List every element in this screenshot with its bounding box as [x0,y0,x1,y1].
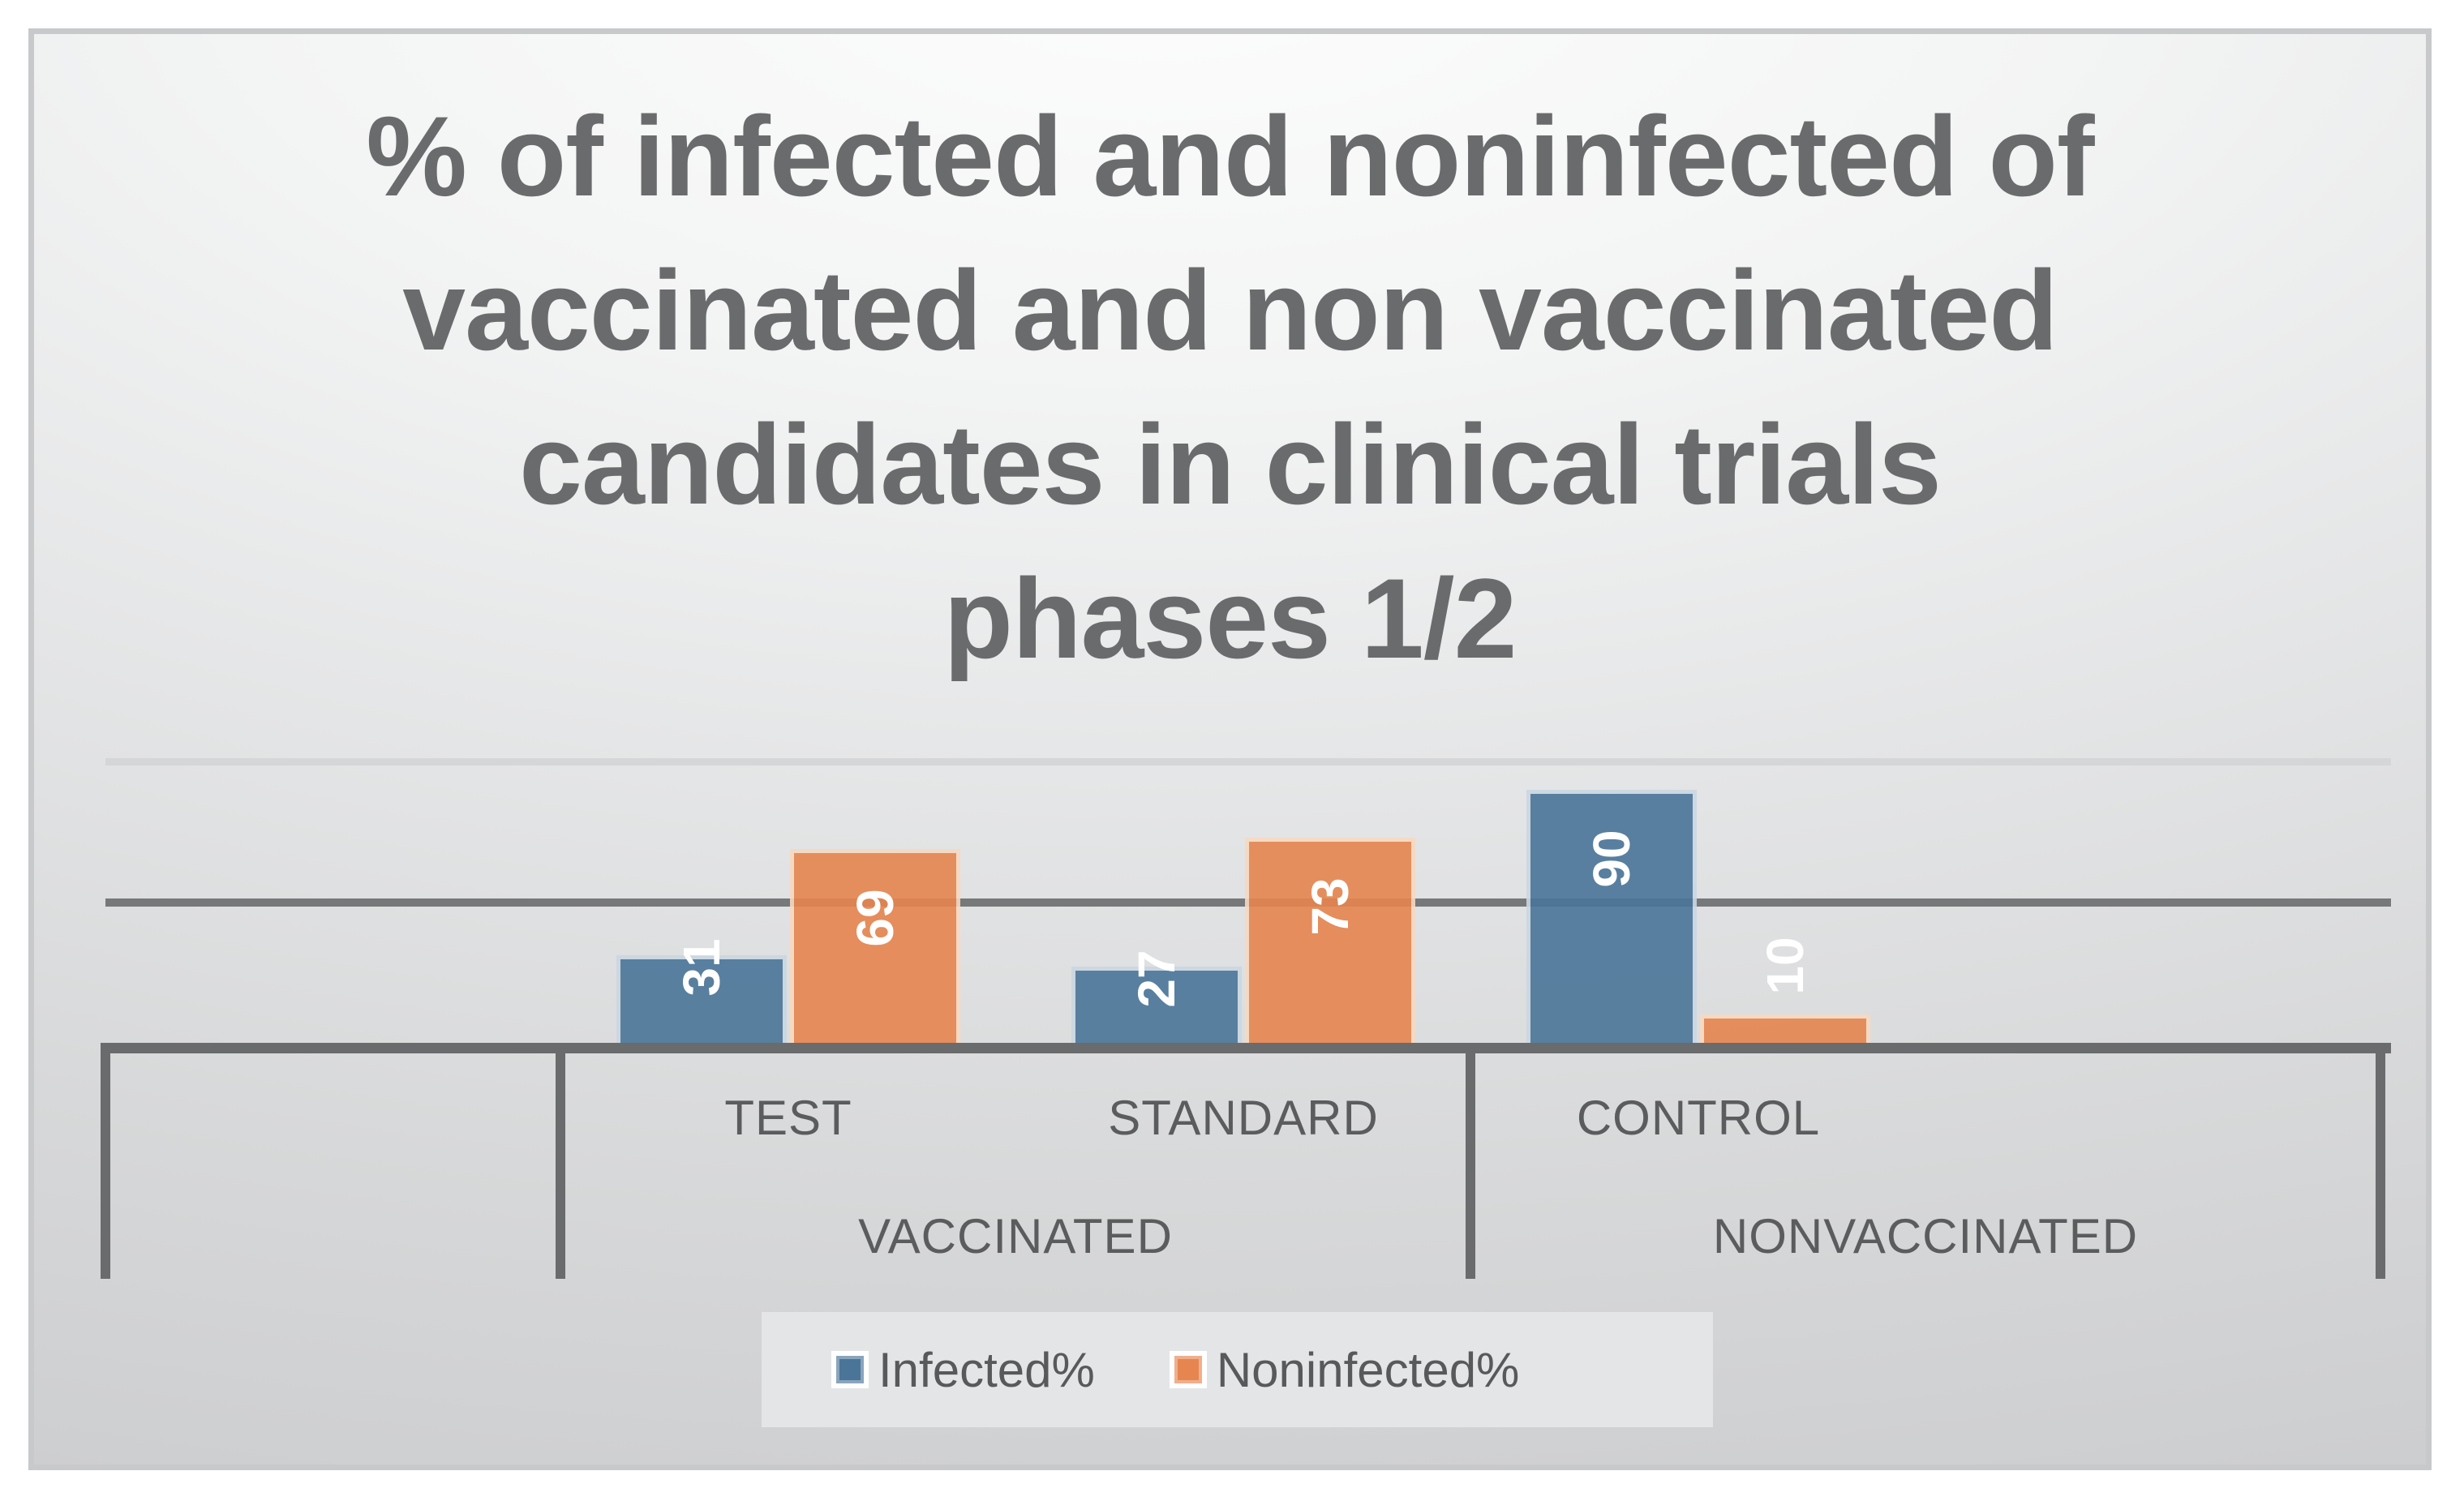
bar-infected-control [1526,790,1697,1043]
bar-label-90: 90 [1582,830,1641,888]
legend-label-infected: Infected% [878,1342,1095,1397]
chart-title: % of infected and noninfected of vaccina… [28,79,2432,696]
chart-title-line-2: vaccinated and non vaccinated [402,247,2058,374]
chart-title-line-3: candidates in clinical trials [519,401,1942,528]
axis-group-separator [2376,1043,2385,1279]
legend-item-noninfected: Noninfected% [1169,1342,1520,1398]
category-label-control: CONTROL [1576,1091,1821,1145]
axis-group-separator [101,1043,110,1279]
bar-infected-test [616,955,787,1043]
bar-label-69: 69 [845,889,904,947]
bar-label-10: 10 [1755,937,1814,995]
bar-label-73: 73 [1300,877,1359,936]
legend: Infected% Noninfected% [762,1312,1713,1427]
group-label-nonvaccinated: NONVACCINATED [1712,1209,2139,1263]
bar-label-27: 27 [1127,950,1186,1008]
bar-label-31: 31 [672,938,731,997]
category-label-standard: STANDARD [1108,1091,1379,1145]
axis-group-separator [556,1043,565,1279]
chart-title-line-1: % of infected and noninfected of [366,92,2094,220]
gridline-100 [105,758,2391,766]
bar-infected-standard [1071,967,1242,1043]
group-label-vaccinated: VACCINATED [858,1209,1173,1263]
chart-title-line-4: phases 1/2 [943,555,1517,682]
category-label-test: TEST [724,1091,852,1145]
bar-noninfected-test [789,849,960,1043]
legend-item-infected: Infected% [831,1342,1095,1398]
legend-swatch-noninfected [1169,1351,1207,1388]
slide-background [28,28,2432,1470]
legend-label-noninfected: Noninfected% [1216,1342,1520,1397]
category-axis-line [103,1043,2391,1053]
axis-group-separator [1466,1043,1475,1279]
bar-noninfected-standard [1244,838,1415,1043]
bar-noninfected-control [1699,1014,1870,1043]
legend-swatch-infected [831,1351,869,1388]
